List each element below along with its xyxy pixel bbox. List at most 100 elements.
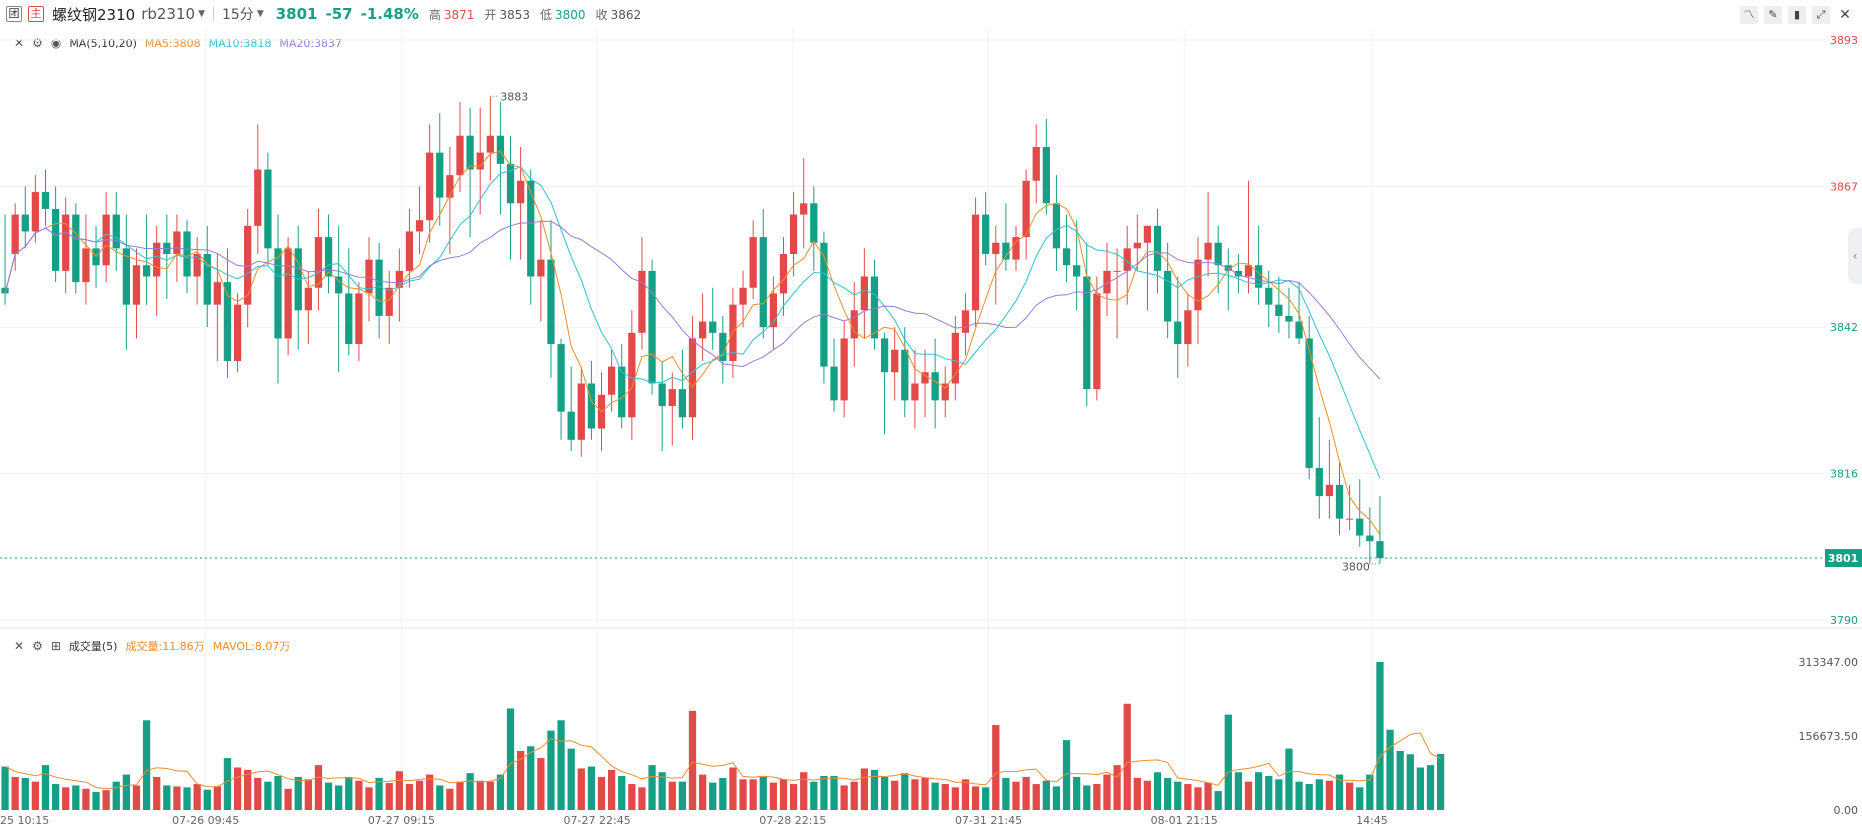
line-chart-icon[interactable]: 〽 bbox=[1740, 6, 1758, 24]
volume-bar bbox=[1153, 772, 1162, 810]
volume-bar bbox=[1184, 784, 1192, 810]
volume-bar bbox=[678, 781, 687, 810]
candle-body bbox=[294, 248, 302, 311]
high-label: 高 bbox=[428, 7, 441, 22]
pen-icon[interactable]: ✎ bbox=[1764, 6, 1782, 24]
time-tick-label: 07-27 09:15 bbox=[368, 814, 435, 827]
group-badge[interactable]: 团 bbox=[6, 6, 22, 22]
volume-bar bbox=[1164, 777, 1172, 810]
candle-body bbox=[800, 203, 808, 215]
candle-body bbox=[82, 248, 90, 283]
side-panel-toggle-icon[interactable]: ‹ bbox=[1848, 228, 1862, 284]
volume-bar bbox=[82, 788, 90, 810]
candle-body bbox=[486, 135, 494, 153]
candle-body bbox=[597, 394, 606, 429]
candle-body bbox=[628, 332, 636, 418]
candle-body bbox=[971, 214, 980, 311]
volume-bar bbox=[1254, 772, 1263, 810]
candle-body bbox=[365, 259, 373, 294]
remove-indicator-icon[interactable]: ✕ bbox=[14, 36, 25, 50]
candle-body bbox=[385, 287, 393, 316]
volume-bar bbox=[658, 772, 666, 810]
volume-bar bbox=[1174, 781, 1182, 810]
volume-bar bbox=[1062, 740, 1071, 810]
add-indicator-icon[interactable]: ⊞ bbox=[50, 639, 61, 653]
candle-body bbox=[1295, 321, 1303, 339]
volume-bar bbox=[1335, 774, 1344, 810]
volume-bar bbox=[1366, 774, 1374, 810]
close-icon[interactable]: ✕ bbox=[1839, 7, 1851, 23]
volume-bar bbox=[860, 768, 869, 810]
chart-axes: 3893 3867 3842 3816 3790 25 10:15 07-26 09:45 0… bbox=[0, 34, 1862, 827]
candle-body bbox=[759, 237, 767, 328]
volume-bar bbox=[850, 781, 858, 810]
current-price-label: 3801 bbox=[1828, 552, 1859, 565]
symbol-header: 团 主 螺纹钢2310 rb2310 ▼ 15分 ▼ 3801 -57 -1.4… bbox=[0, 0, 1862, 28]
volume-bar bbox=[173, 786, 181, 810]
volume-bar bbox=[911, 779, 919, 810]
candle-body bbox=[810, 203, 818, 243]
candle-body bbox=[729, 304, 737, 361]
volume-bar bbox=[749, 779, 757, 810]
volume-bar bbox=[618, 775, 626, 810]
candle-body bbox=[1093, 293, 1101, 390]
candle-body bbox=[547, 259, 555, 345]
volume-bar bbox=[1, 766, 9, 810]
candle-body bbox=[1143, 225, 1152, 243]
candle-body bbox=[789, 214, 798, 254]
volume-bar bbox=[1436, 753, 1445, 810]
volume-bar bbox=[628, 784, 636, 810]
candle-body bbox=[274, 248, 282, 339]
volume-bar bbox=[1133, 777, 1141, 810]
open-label: 开 bbox=[484, 7, 497, 22]
volume-bar bbox=[1052, 786, 1061, 810]
volume-bar bbox=[405, 784, 414, 810]
volume-bar bbox=[698, 774, 707, 810]
symbol-code[interactable]: rb2310 bbox=[141, 5, 196, 23]
candle-body bbox=[466, 135, 474, 170]
volume-bar bbox=[1113, 765, 1121, 810]
candle-body bbox=[709, 321, 717, 333]
settings-icon[interactable]: ⚙ bbox=[32, 36, 43, 50]
candle-body bbox=[668, 389, 676, 407]
candle-body bbox=[1174, 321, 1182, 345]
main-contract-badge[interactable]: 主 bbox=[28, 6, 44, 22]
volume-bar bbox=[810, 781, 818, 810]
remove-volume-icon[interactable]: ✕ bbox=[14, 639, 25, 653]
period-dropdown-icon[interactable]: ▼ bbox=[256, 9, 264, 19]
candle-body bbox=[405, 231, 414, 271]
candle-body bbox=[1012, 237, 1020, 260]
candle-body bbox=[1254, 265, 1263, 288]
candle-body bbox=[92, 248, 100, 266]
volume-bar bbox=[496, 774, 505, 810]
time-tick-label: 08-01 21:15 bbox=[1151, 814, 1218, 827]
high-stat: 高 3871 bbox=[429, 6, 475, 23]
expand-icon[interactable]: ⤢ bbox=[1812, 6, 1830, 24]
symbol-dropdown-icon[interactable]: ▼ bbox=[198, 9, 205, 19]
visibility-icon[interactable]: ◉ bbox=[50, 36, 62, 50]
volume-bar bbox=[1123, 703, 1131, 810]
volume-bar bbox=[830, 775, 838, 810]
volume-legend: ✕ ⚙ ⊞ 成交量(5) 成交量:11.86万 MAVOL:8.07万 bbox=[14, 638, 298, 654]
volume-bar bbox=[880, 776, 889, 810]
candle-body bbox=[860, 276, 869, 311]
period-selector[interactable]: 15分 bbox=[221, 7, 254, 23]
candle-body bbox=[1032, 146, 1040, 181]
candle-body bbox=[901, 349, 909, 401]
symbol-name[interactable]: 螺纹钢2310 bbox=[52, 5, 136, 24]
volume-bar bbox=[324, 782, 333, 810]
volume-bar bbox=[769, 782, 778, 810]
volume-settings-icon[interactable]: ⚙ bbox=[32, 639, 43, 653]
candle-body bbox=[203, 253, 211, 305]
candle-body bbox=[112, 214, 120, 249]
candle-body bbox=[1113, 270, 1121, 272]
volume-bar bbox=[1204, 782, 1212, 810]
open-stat: 开 3853 bbox=[484, 6, 530, 23]
volume-bar bbox=[163, 785, 171, 810]
last-price: 3801 bbox=[275, 5, 318, 23]
volume-bar bbox=[395, 771, 403, 810]
volume-bar bbox=[31, 781, 40, 810]
candle-icon[interactable]: ▮ bbox=[1788, 6, 1806, 24]
high-value: 3871 bbox=[443, 7, 475, 22]
